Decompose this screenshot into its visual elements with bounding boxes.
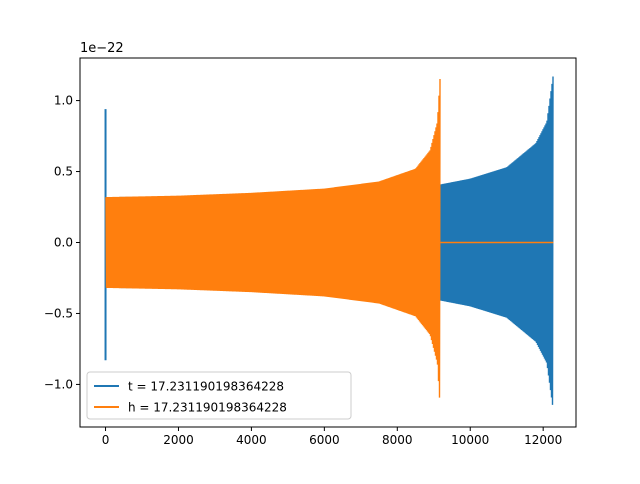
x-tick-label: 6000 [309,433,340,447]
series-2 [105,79,554,398]
legend-box [86,371,352,420]
y-tick-label: 0.0 [54,236,73,250]
x-tick-label: 8000 [382,433,413,447]
legend-label-1: t = 17.231190198364228 [128,380,284,394]
legend-label-2: h = 17.231190198364228 [128,401,287,415]
y-tick-label: 1.0 [54,94,73,108]
series-line-2 [105,79,441,398]
legend: t = 17.231190198364228 h = 17.23119019836… [86,371,352,420]
y-offset-label: 1e−22 [80,41,124,56]
x-tick-label: 12000 [524,433,562,447]
y-tick-label: −1.0 [44,377,73,391]
x-tick-label: 4000 [236,433,267,447]
x-tick-label: 10000 [451,433,489,447]
x-tick-label: 0 [102,433,110,447]
y-tick-label: 0.5 [54,165,73,179]
x-tick-label: 2000 [163,433,194,447]
y-tick-label: −0.5 [44,306,73,320]
